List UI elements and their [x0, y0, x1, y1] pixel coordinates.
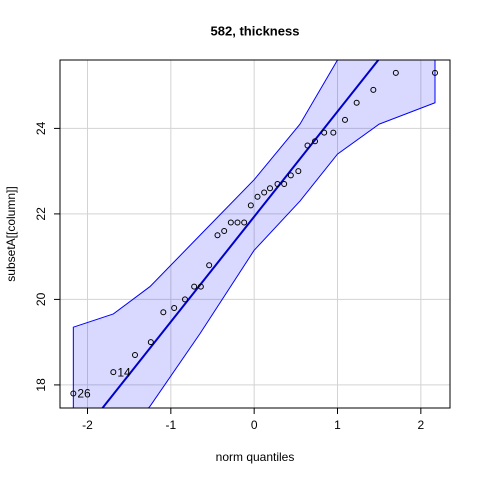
data-point: [342, 116, 348, 123]
data-point: [191, 283, 198, 290]
data-point: [160, 309, 167, 316]
data-point: [227, 219, 234, 226]
confidence-envelope: [72, 60, 436, 408]
data-point: [330, 129, 337, 136]
data-point: [182, 296, 188, 303]
data-point: [295, 168, 302, 175]
data-point: [221, 228, 228, 235]
data-point: [254, 193, 261, 200]
data-point: [261, 189, 268, 196]
data-point: [281, 180, 288, 187]
data-point: [287, 172, 294, 179]
data-point: [206, 262, 213, 269]
data-point: [370, 86, 377, 93]
data-point: [432, 69, 438, 76]
x-tick-label: 2: [417, 418, 424, 432]
data-point: [110, 369, 117, 376]
data-point: [312, 138, 318, 145]
x-tick-label: -1: [165, 418, 176, 432]
data-point: [304, 142, 311, 149]
data-point: [392, 69, 399, 76]
data-point: [274, 180, 281, 187]
reference-line: [101, 60, 380, 408]
x-tick-label: 0: [251, 418, 258, 432]
data-point: [132, 351, 138, 358]
data-point: [353, 99, 360, 106]
x-axis-title: norm quantiles: [216, 450, 295, 464]
data-point: [321, 129, 328, 136]
point-label: 14: [117, 365, 131, 379]
data-point: [241, 219, 248, 226]
data-point: [197, 283, 204, 290]
chart-title: 582, thickness: [211, 23, 300, 38]
data-point: [234, 219, 241, 226]
data-point: [214, 232, 221, 239]
data-point: [247, 202, 254, 209]
plot-frame: [59, 59, 451, 409]
x-tick-label: 1: [334, 418, 341, 432]
y-tick-label: 22: [34, 207, 48, 221]
data-point: [70, 390, 77, 397]
y-axis-title: subsetA[[column]]: [4, 186, 18, 281]
point-label: 26: [77, 387, 91, 401]
x-tick-label: -2: [82, 418, 93, 432]
data-point: [267, 185, 273, 192]
y-tick-label: 18: [34, 378, 48, 392]
data-point: [171, 304, 178, 311]
y-tick-label: 24: [34, 121, 48, 135]
y-tick-label: 20: [34, 292, 48, 306]
data-point: [147, 339, 154, 346]
